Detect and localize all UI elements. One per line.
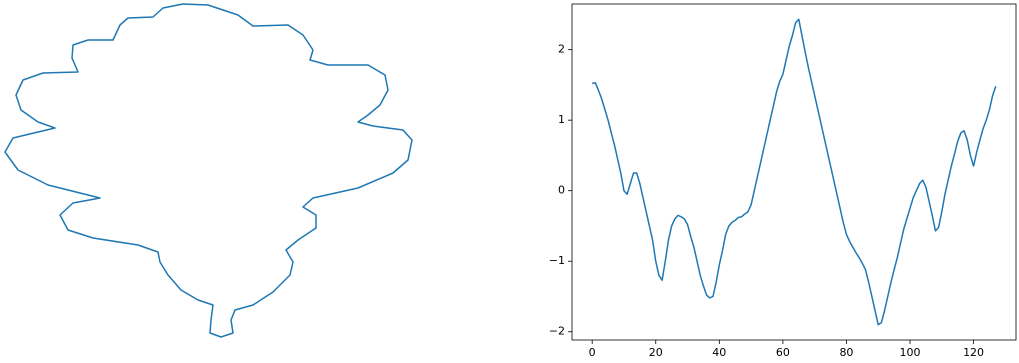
y-tick-label: −1 (549, 254, 565, 267)
outline-curve (4, 3, 413, 338)
y-tick-label: 2 (558, 43, 565, 56)
x-tick-label: 60 (776, 346, 790, 359)
plot-frame (571, 3, 1017, 341)
x-tick-label: 20 (649, 346, 663, 359)
y-tick-label: 1 (558, 113, 565, 126)
x-tick-label: 120 (963, 346, 984, 359)
data-line (592, 18, 997, 326)
y-tick-label: 0 (558, 184, 565, 197)
x-tick-label: 40 (712, 346, 726, 359)
x-tick-label: 80 (839, 346, 853, 359)
x-tick-label: 100 (900, 346, 921, 359)
y-tick-label: −2 (549, 325, 565, 338)
x-tick-label: 0 (589, 346, 596, 359)
